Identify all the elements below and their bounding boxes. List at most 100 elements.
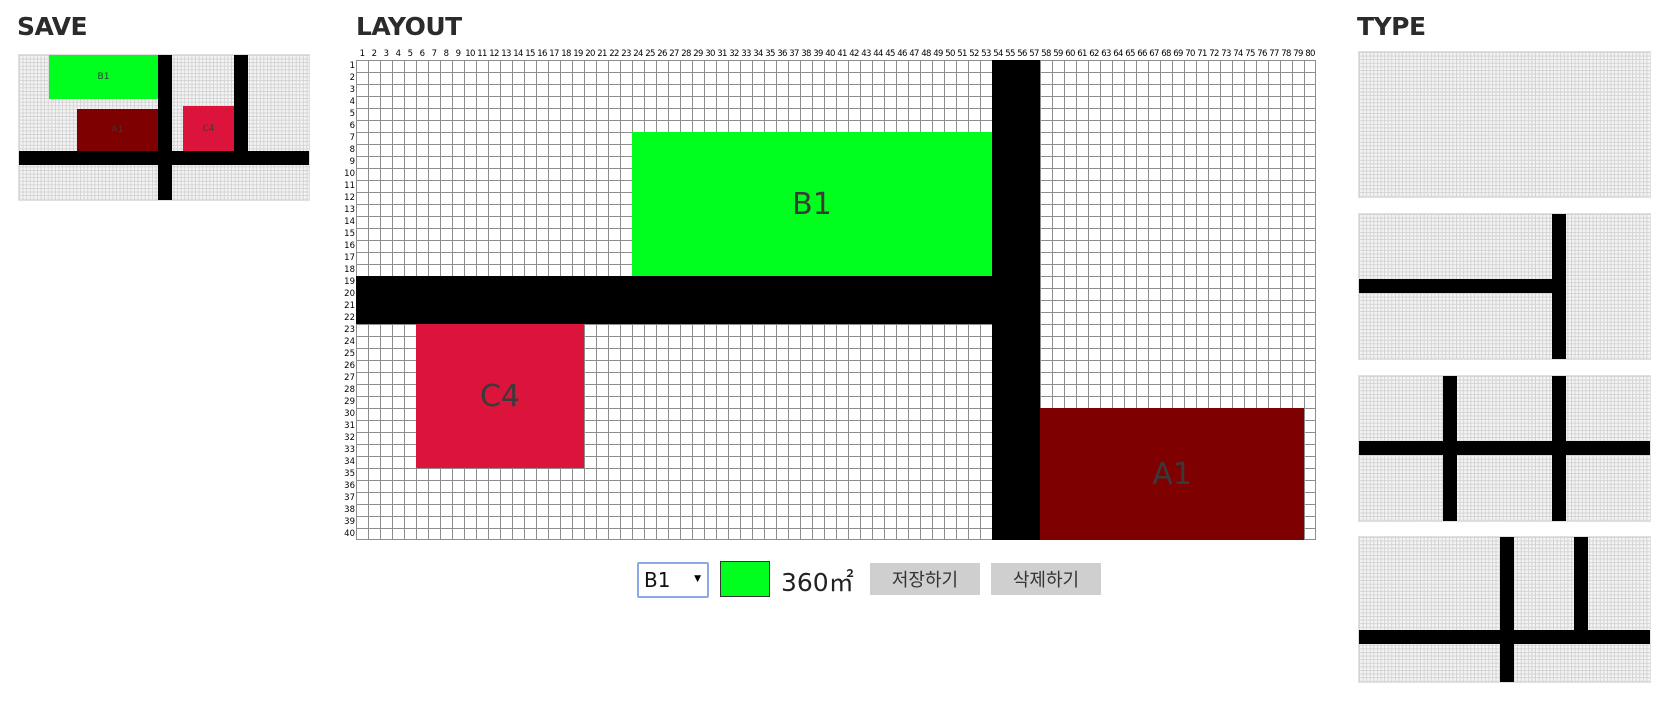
row-number: 37	[344, 493, 355, 503]
type-road-vertical-left	[1443, 376, 1457, 521]
column-number: 44	[873, 49, 883, 59]
plot-label: A1	[1152, 456, 1192, 492]
column-number: 48	[921, 49, 931, 59]
column-number: 30	[705, 49, 715, 59]
column-number: 47	[909, 49, 919, 59]
layout-grid[interactable]: B1 C4 A1	[356, 60, 1316, 540]
column-number: 8	[443, 49, 449, 59]
type-road-vertical-right	[1552, 376, 1566, 521]
column-number: 54	[993, 49, 1003, 59]
delete-button[interactable]: 삭제하기	[991, 563, 1101, 595]
row-number: 31	[344, 421, 355, 431]
row-number: 26	[344, 361, 355, 371]
column-number: 14	[513, 49, 523, 59]
saved-plot-a1-label: A1	[111, 125, 124, 135]
type-road-vertical	[1552, 214, 1566, 359]
plot-color-swatch[interactable]	[720, 561, 770, 597]
column-number: 69	[1173, 49, 1183, 59]
column-number: 80	[1305, 49, 1315, 59]
column-number: 57	[1029, 49, 1039, 59]
plot-a1[interactable]: A1	[1040, 408, 1304, 540]
plot-c4[interactable]: C4	[416, 324, 584, 468]
column-number: 2	[371, 49, 377, 59]
row-number: 20	[344, 289, 355, 299]
column-number: 75	[1245, 49, 1255, 59]
column-number: 32	[729, 49, 739, 59]
row-number: 18	[344, 265, 355, 275]
column-number: 40	[825, 49, 835, 59]
row-number: 3	[349, 85, 355, 95]
saved-plot-b1: B1	[49, 55, 158, 99]
row-number: 39	[344, 517, 355, 527]
save-button[interactable]: 저장하기	[870, 563, 980, 595]
type-road-horizontal	[1359, 441, 1650, 455]
column-number: 60	[1065, 49, 1075, 59]
column-number: 52	[969, 49, 979, 59]
column-number: 35	[765, 49, 775, 59]
row-number: 10	[344, 169, 355, 179]
row-number: 40	[344, 529, 355, 539]
column-number: 43	[861, 49, 871, 59]
column-number: 34	[753, 49, 763, 59]
road-horizontal	[356, 276, 1040, 324]
column-number: 9	[455, 49, 461, 59]
row-number: 21	[344, 301, 355, 311]
column-number: 64	[1113, 49, 1123, 59]
column-number: 56	[1017, 49, 1027, 59]
column-number: 41	[837, 49, 847, 59]
column-number: 78	[1281, 49, 1291, 59]
row-number: 5	[349, 109, 355, 119]
road-vertical	[992, 60, 1040, 540]
row-number: 32	[344, 433, 355, 443]
row-number: 16	[344, 241, 355, 251]
type-template-t-junction[interactable]	[1358, 213, 1651, 360]
type-road-vertical-right	[1574, 537, 1588, 637]
column-number: 16	[537, 49, 547, 59]
type-template-double-t[interactable]	[1358, 536, 1651, 683]
column-number: 31	[717, 49, 727, 59]
row-number: 7	[349, 133, 355, 143]
type-template-double-cross[interactable]	[1358, 375, 1651, 522]
row-number-header: 1 2 3 4 5 6 7 8 9 10 11 12 13 14 15 16 17 18 19 20 21 22 23 24 2…	[338, 60, 355, 540]
type-section-title: TYPE	[1357, 12, 1426, 41]
column-number: 42	[849, 49, 859, 59]
plot-select-value: B1	[644, 568, 671, 592]
column-number: 6	[419, 49, 425, 59]
row-number: 33	[344, 445, 355, 455]
plot-area-value: 360㎡	[781, 568, 854, 597]
row-number: 17	[344, 253, 355, 263]
row-number: 38	[344, 505, 355, 515]
column-number: 15	[525, 49, 535, 59]
layout-section-title: LAYOUT	[356, 12, 462, 41]
saved-road-vertical-right	[234, 55, 248, 151]
column-number: 10	[465, 49, 475, 59]
row-number: 9	[349, 157, 355, 167]
row-number: 30	[344, 409, 355, 419]
column-number: 13	[501, 49, 511, 59]
column-number: 37	[789, 49, 799, 59]
column-number: 33	[741, 49, 751, 59]
column-number: 23	[621, 49, 631, 59]
column-number: 63	[1101, 49, 1111, 59]
column-number: 77	[1269, 49, 1279, 59]
row-number: 2	[349, 73, 355, 83]
column-number: 29	[693, 49, 703, 59]
column-number: 68	[1161, 49, 1171, 59]
row-number: 34	[344, 457, 355, 467]
save-section-title: SAVE	[17, 12, 88, 41]
saved-layout-thumbnail[interactable]: B1 A1 C4	[18, 54, 310, 201]
column-number: 70	[1185, 49, 1195, 59]
row-number: 11	[344, 181, 355, 191]
saved-plot-c4: C4	[183, 106, 234, 151]
type-template-empty[interactable]	[1358, 51, 1651, 198]
column-number: 7	[431, 49, 437, 59]
column-number: 38	[801, 49, 811, 59]
row-number: 12	[344, 193, 355, 203]
plot-select-dropdown[interactable]: B1 ▼	[637, 562, 709, 598]
column-number: 39	[813, 49, 823, 59]
column-number: 5	[407, 49, 413, 59]
column-number: 51	[957, 49, 967, 59]
plot-b1[interactable]: B1	[632, 132, 992, 276]
column-number: 1	[359, 49, 365, 59]
column-number: 65	[1125, 49, 1135, 59]
